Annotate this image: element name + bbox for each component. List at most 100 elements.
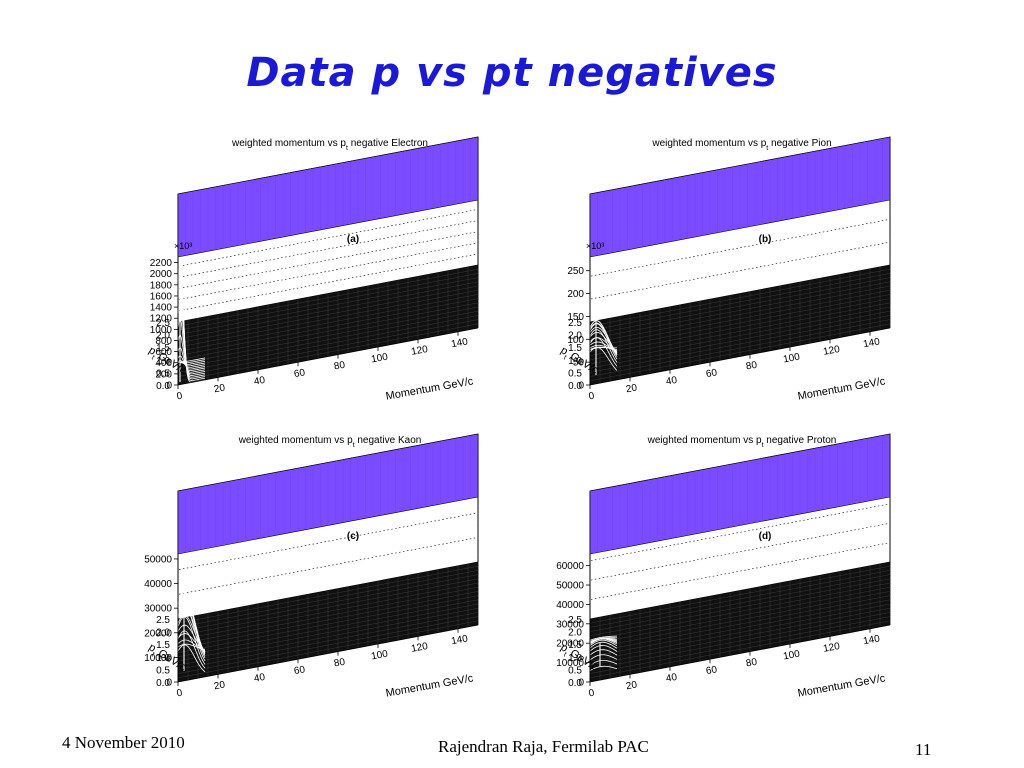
pt-tick-label: 2.0 — [568, 628, 582, 639]
momentum-tick-label: 40 — [253, 375, 266, 388]
pt-tick-label: 0.5 — [568, 368, 582, 379]
floor-mesh-line — [177, 311, 479, 369]
floor-mesh-line — [589, 315, 891, 373]
peak-contour-line — [177, 334, 206, 372]
peak-contour-line — [177, 614, 206, 653]
z-tick-label: 1400 — [150, 303, 173, 314]
z-tick-label: 20000 — [144, 628, 172, 639]
floor-mesh-line — [177, 578, 479, 636]
plot-title-subscript: t — [353, 442, 355, 449]
floor-mesh-line — [589, 298, 891, 356]
z-tick-label: 1200 — [150, 314, 173, 325]
floor-mesh-line — [177, 281, 479, 339]
z-tick-label: 400 — [155, 358, 172, 369]
momentum-axis-line — [177, 327, 479, 386]
pt-axis-title-subscript: t — [562, 354, 567, 361]
pt-axis-title-main: p — [558, 641, 570, 654]
plot-title-main: weighted momentum vs p — [238, 435, 353, 446]
plot-group: weighted momentum vs pt negative Pion(b)… — [558, 136, 891, 403]
pt-tick-label: 0.0 — [156, 381, 170, 392]
surface-peak — [177, 591, 206, 673]
pt-axis-title-main: p — [558, 344, 570, 357]
pt-tick-label: 0.0 — [156, 678, 170, 689]
floor-mesh-line — [177, 319, 479, 377]
plot-svg-kaon: weighted momentum vs pt negative Kaon(c)… — [144, 433, 479, 700]
peak-contour-line — [589, 665, 618, 672]
momentum-tick-label: 140 — [450, 336, 469, 350]
z-tick-label: 0 — [166, 381, 172, 392]
z-tick-label: 0 — [578, 381, 584, 392]
plot-title-subscript: t — [346, 145, 348, 152]
pt-tick-label: 2.0 — [568, 331, 582, 342]
momentum-tick-label: 20 — [625, 382, 638, 395]
z-tick-label: 200 — [155, 369, 172, 380]
peak-contour-line — [177, 317, 206, 373]
z-tick-label: 30000 — [556, 619, 584, 630]
z-tick-label: 50000 — [144, 554, 172, 565]
z-tick-label: 0 — [166, 678, 172, 689]
z-exponent-label: ×10³ — [174, 241, 192, 251]
plot-panel-kaon: weighted momentum vs pt negative Kaon (c)… — [110, 425, 550, 715]
peak-contour-line — [177, 265, 206, 378]
peak-contour-line — [589, 645, 618, 652]
floor-mesh-line — [177, 294, 479, 352]
plot-svg-pion: weighted momentum vs pt negative Pion(b)… — [558, 136, 891, 403]
z-tick-label: 2000 — [150, 269, 173, 280]
floor-mesh-line — [589, 570, 891, 628]
plot-panel-proton: weighted momentum vs pt negative Proton(… — [522, 425, 962, 715]
momentum-tick-label: 120 — [822, 641, 841, 655]
peak-contour-line — [589, 344, 618, 352]
pt-tick-label: 1.5 — [156, 640, 170, 651]
peak-contour-line — [177, 346, 206, 370]
surface-top — [177, 136, 479, 258]
peak-contour-line — [589, 347, 618, 351]
plot-title-main: weighted momentum vs p — [651, 138, 766, 149]
momentum-tick-label: 0 — [588, 391, 596, 403]
momentum-tick-label: 0 — [588, 688, 596, 700]
floor-mesh-line — [177, 595, 479, 653]
peak-contour-line — [589, 326, 618, 354]
panel-label: (b) — [759, 234, 772, 245]
z-exponent-label: ×10³ — [586, 241, 604, 251]
peak-contour-line — [177, 604, 206, 662]
floor-mesh-line — [177, 570, 479, 628]
floor-mesh-line — [589, 281, 891, 339]
surface-top — [589, 433, 891, 555]
floor-mesh-line — [177, 290, 479, 348]
pt-axis-title-main: p — [146, 641, 158, 654]
peak-contour-line — [177, 604, 206, 653]
footer-author: Rajendran Raja, Fermilab PAC — [438, 737, 649, 756]
z-tick-label: 800 — [155, 336, 172, 347]
page-number: 11 — [915, 740, 932, 759]
floor-mesh-line — [177, 323, 479, 381]
momentum-tick-label: 80 — [745, 360, 758, 373]
momentum-tick-label: 60 — [705, 367, 718, 380]
pt-axis-title-main: p — [146, 344, 158, 357]
z-tick-label: 50000 — [556, 581, 584, 592]
momentum-tick-label: 140 — [862, 633, 881, 647]
pt-tick-label: 2.5 — [156, 615, 170, 626]
momentum-tick-label: 100 — [370, 649, 389, 663]
floor-mesh-line — [589, 311, 891, 369]
momentum-tick-label: 0 — [176, 688, 184, 700]
momentum-axis-line — [177, 624, 479, 683]
peak-contour-line — [589, 654, 618, 661]
plot-svg-electron: weighted momentum vs pt negative Electro… — [146, 136, 479, 403]
floor-mesh-line — [177, 582, 479, 641]
z-tick-label: 50 — [573, 358, 585, 369]
floor-mesh-line — [589, 574, 891, 632]
z-tick-label: 2200 — [150, 258, 173, 269]
surface-floor — [589, 562, 891, 682]
panel-label: (c) — [347, 531, 359, 542]
pt-tick-label: 2.5 — [568, 318, 582, 329]
plot-title: weighted momentum vs pt negative Electro… — [231, 138, 428, 152]
pt-tick-label: 1.0 — [568, 653, 582, 664]
floor-mesh-line — [589, 620, 891, 678]
floor-mesh-line — [589, 566, 891, 624]
plot-title-rest: negative Proton — [764, 435, 837, 446]
momentum-tick-label: 40 — [665, 672, 678, 685]
floor-mesh-line — [589, 591, 891, 649]
pt-tick-label: 1.0 — [156, 653, 170, 664]
pt-axis-title-subscript: t — [562, 651, 567, 658]
floor-mesh-line — [177, 298, 479, 356]
